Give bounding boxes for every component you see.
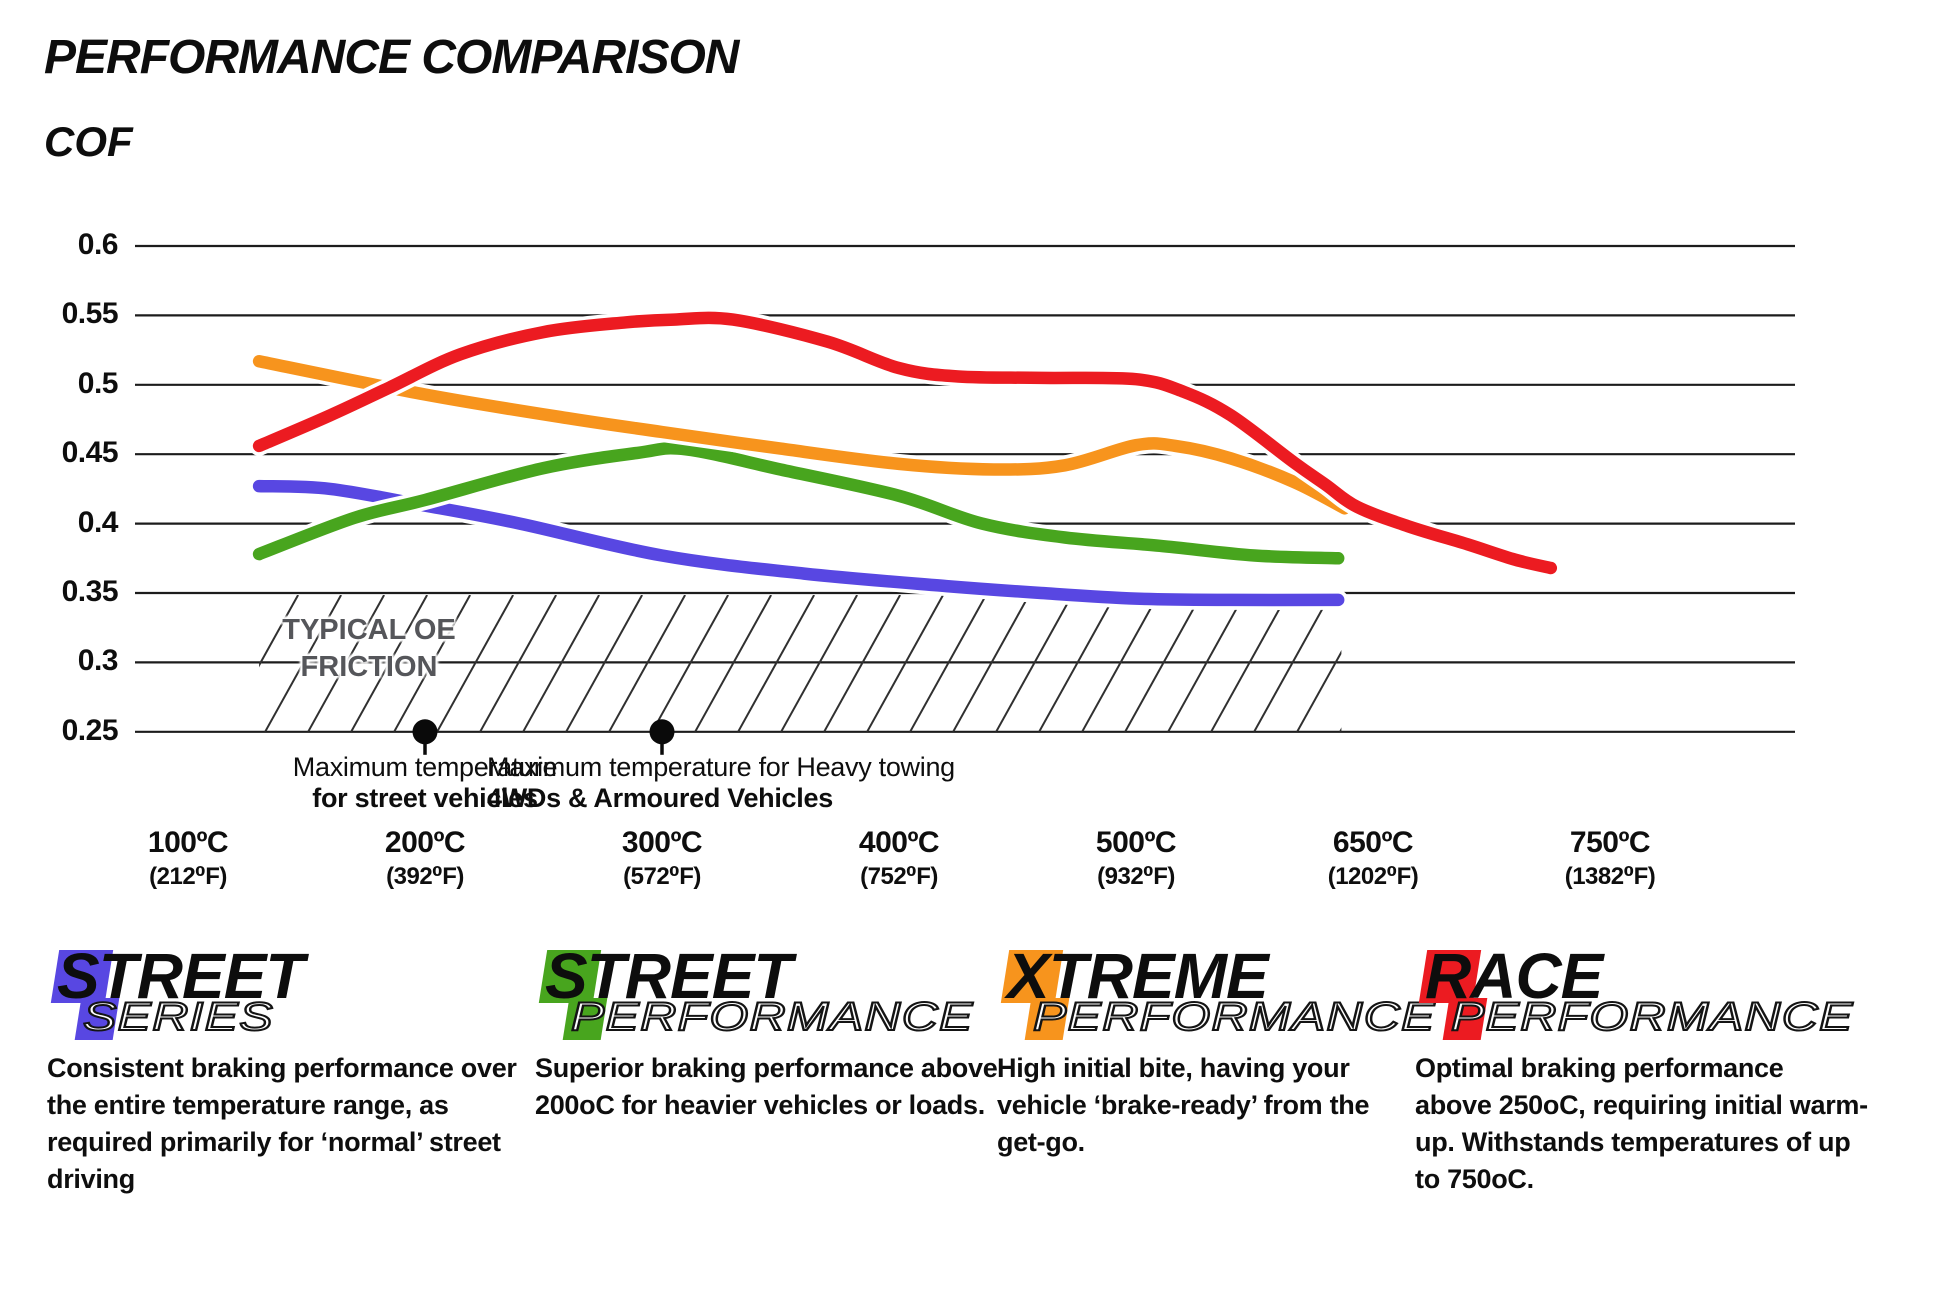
x-tick-sub-label: (752⁰F): [860, 863, 938, 890]
x-tick-label: 750ºC: [1569, 826, 1651, 859]
x-tick-label: 200ºC: [384, 826, 466, 859]
oe-friction-line2: FRICTION: [300, 651, 438, 683]
street-performance-description: Superior braking performance above 200oC…: [535, 1053, 998, 1120]
y-tick-label: 0.6: [77, 228, 119, 261]
x-tick-label: 500ºC: [1095, 826, 1177, 859]
y-tick-label: 0.25: [61, 713, 119, 747]
x-tick-sub-label: (212⁰F): [149, 863, 227, 890]
legend-card-street-performance: STREET PERFORMANCE Superior braking perf…: [533, 944, 1018, 1308]
y-tick-label: 0.4: [77, 505, 119, 539]
y-tick-label: 0.3: [77, 644, 119, 678]
y-tick-label: 0.45: [61, 436, 119, 470]
x-tick-sub-label: (932⁰F): [1097, 863, 1175, 890]
street-performance-logo-word1: STREET: [545, 940, 792, 1012]
x-tick-sub-label: (1382⁰F): [1564, 863, 1656, 890]
x-tick-sub-label: (572⁰F): [623, 863, 701, 890]
street-series-logo-word2: SERIES: [82, 995, 274, 1039]
y-tick-label: 0.35: [61, 575, 119, 608]
x-tick-label: 100ºC: [147, 826, 229, 859]
marker-note-towing-line2: 4WDs & Armoured Vehicles: [487, 783, 833, 813]
xtreme-performance-logo-word1: XTREME: [1007, 940, 1269, 1012]
race-performance-logo-word1: RACE: [1425, 940, 1603, 1012]
street-series-description: Consistent braking performance over the …: [47, 1053, 517, 1194]
marker-note-towing-line1: Maximum temperature for Heavy towing: [487, 752, 955, 782]
oe-friction-line1: TYPICAL OE: [282, 614, 456, 646]
x-tick-sub-label: (1202⁰F): [1327, 863, 1419, 890]
xtreme-performance-description: High initial bite, having your vehicle ‘…: [997, 1053, 1370, 1157]
street-series-logo-word1: STREET: [57, 940, 304, 1012]
y-tick-label: 0.5: [77, 366, 119, 400]
marker-note-street-line2: for street vehicles: [312, 783, 538, 813]
marker-note-street: Maximum temperature for street vehicles: [262, 752, 588, 814]
legend-card-xtreme-performance: XTREME PERFORMANCE High initial bite, ha…: [995, 944, 1480, 1308]
marker-note-towing: Maximum temperature for Heavy towing 4WD…: [487, 752, 955, 814]
legend-card-street-series: STREET SERIES Consistent braking perform…: [45, 944, 530, 1308]
race-performance-description: Optimal braking performance above 250oC,…: [1415, 1053, 1868, 1194]
race-performance-logo-word2: PERFORMANCE: [1450, 995, 1854, 1039]
street-performance-logo-word2: PERFORMANCE: [570, 995, 974, 1039]
x-tick-label: 400ºC: [858, 826, 940, 859]
page-title: PERFORMANCE COMPARISON: [44, 31, 739, 84]
y-axis-title: COF: [44, 118, 133, 165]
oe-friction-zone-label: TYPICAL OE FRICTION: [250, 612, 488, 686]
y-tick-label: 0.55: [61, 297, 119, 331]
x-tick-label: 300ºC: [621, 826, 703, 859]
marker-note-street-line1: Maximum temperature: [292, 752, 558, 782]
x-tick-sub-label: (392⁰F): [386, 863, 464, 890]
x-tick-label: 650ºC: [1332, 826, 1414, 859]
xtreme-performance-logo-word2: PERFORMANCE: [1032, 995, 1436, 1039]
legend-card-race-performance: RACE PERFORMANCE Optimal braking perform…: [1413, 944, 1898, 1308]
